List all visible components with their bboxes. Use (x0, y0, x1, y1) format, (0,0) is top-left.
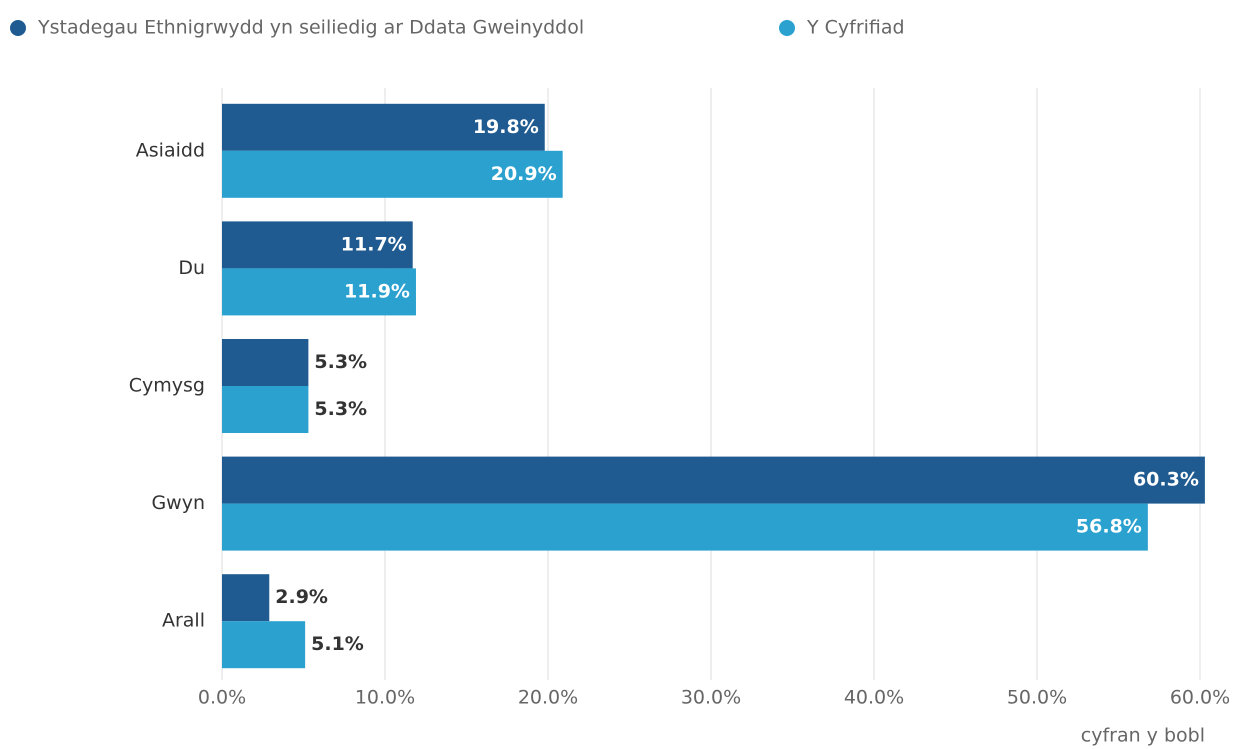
y-tick-label: Du (178, 257, 205, 279)
bar (222, 621, 306, 669)
y-tick-label: Cymysg (129, 375, 205, 397)
bar (222, 268, 416, 316)
legend-marker (779, 20, 795, 36)
bar (222, 150, 563, 198)
bar (222, 456, 1205, 504)
value-label: 19.8% (473, 116, 539, 138)
y-tick-label: Arall (162, 610, 205, 632)
bar (222, 221, 413, 269)
value-label: 5.3% (314, 398, 367, 420)
bar (222, 386, 309, 433)
x-tick-label: 60.0% (1170, 687, 1230, 709)
legend-marker (10, 20, 26, 36)
legend-label: Y Cyfrifiad (806, 17, 905, 39)
bar (222, 339, 309, 386)
x-tick-label: 40.0% (844, 687, 904, 709)
y-tick-label: Asiaidd (136, 139, 205, 161)
x-tick-label: 20.0% (518, 687, 578, 709)
value-label: 5.1% (311, 633, 364, 655)
x-tick-label: 50.0% (1007, 687, 1067, 709)
bar (222, 503, 1148, 551)
y-tick-label: Gwyn (151, 492, 205, 514)
bar (222, 574, 270, 622)
bar (222, 103, 545, 151)
x-tick-label: 10.0% (355, 687, 415, 709)
legend-label: Ystadegau Ethnigrwydd yn seiliedig ar Dd… (37, 17, 584, 39)
value-label: 2.9% (275, 586, 328, 608)
value-label: 60.3% (1133, 469, 1199, 491)
value-label: 20.9% (491, 163, 557, 185)
x-axis-label: cyfran y bobl (1081, 725, 1205, 747)
value-label: 11.7% (341, 233, 407, 255)
value-label: 5.3% (314, 351, 367, 373)
value-label: 56.8% (1076, 516, 1142, 538)
value-label: 11.9% (344, 280, 410, 302)
x-tick-label: 30.0% (681, 687, 741, 709)
x-tick-label: 0.0% (198, 687, 246, 709)
